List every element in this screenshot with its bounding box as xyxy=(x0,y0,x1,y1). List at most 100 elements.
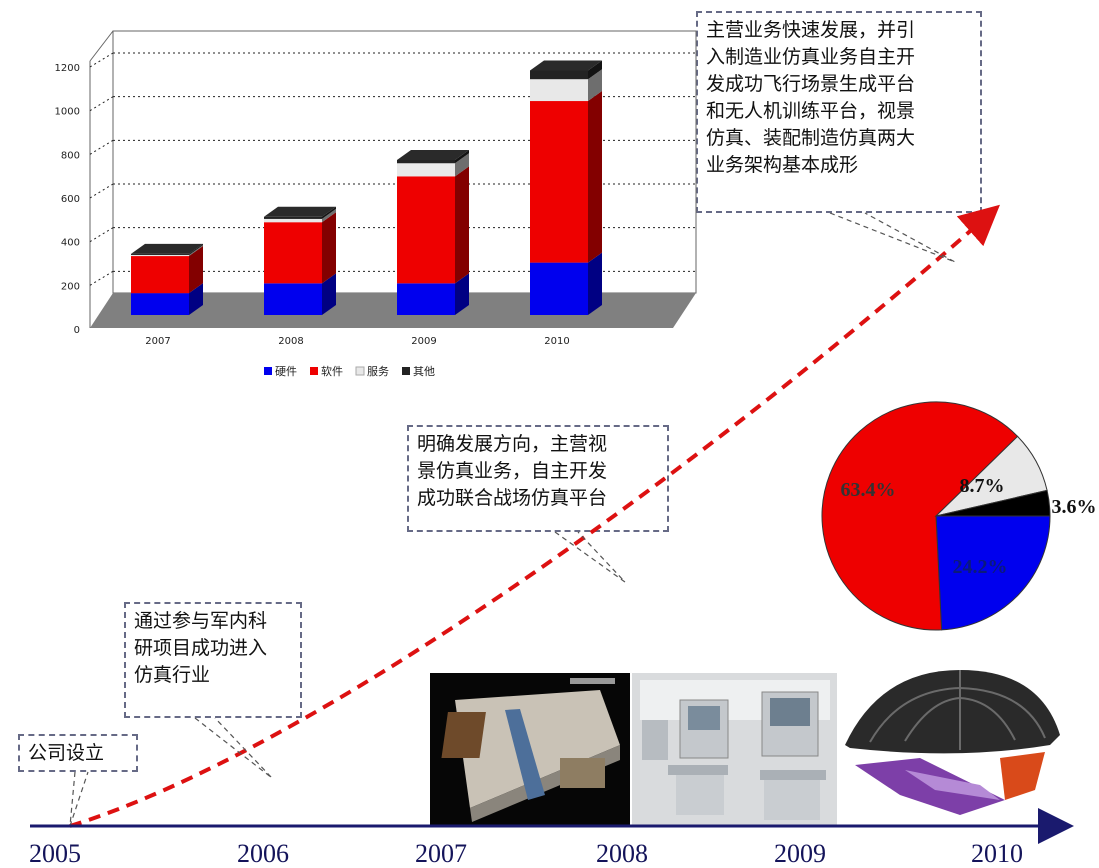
y-tick-label: 200 xyxy=(61,281,80,292)
legend-label: 硬件 xyxy=(275,365,297,378)
bar-segment-软件 xyxy=(131,256,189,294)
pie-slice xyxy=(935,515,1051,631)
bar-segment-软件 xyxy=(397,176,455,284)
bar-side-硬件 xyxy=(322,273,336,315)
timeline-year-label: 2005 xyxy=(29,839,81,868)
bar-segment-服务 xyxy=(397,163,455,177)
legend-swatch xyxy=(402,367,410,375)
callout-direction-line: 明确发展方向，主营视 xyxy=(417,433,608,455)
pie-slice-label: 8.7% xyxy=(960,475,1005,497)
pie-slice xyxy=(935,489,1051,517)
chart-y-ticks: 0 200 400 600 800 1000 1200 xyxy=(55,63,80,336)
bar-segment-服务 xyxy=(131,254,189,257)
chart-gridlines xyxy=(89,52,696,286)
bar-segment-其他 xyxy=(397,159,455,164)
legend-label: 其他 xyxy=(413,365,435,378)
chart-back-wall xyxy=(90,31,696,61)
bar-side-硬件 xyxy=(189,283,203,315)
bar-top xyxy=(530,60,602,71)
pie-slice-label: 3.6% xyxy=(1052,496,1097,518)
y-tick-label: 0 xyxy=(74,325,80,336)
bar-side-服务 xyxy=(588,69,602,102)
x-tick-label: 2007 xyxy=(145,336,170,347)
pie-slice xyxy=(821,401,1019,631)
timeline-year-label: 2006 xyxy=(237,839,289,868)
callout-growth-line: 仿真、装配制造仿真两大 xyxy=(706,127,916,149)
legend-label: 软件 xyxy=(321,364,343,378)
bar-segment-硬件 xyxy=(530,262,588,315)
gridline-side xyxy=(89,139,114,155)
bar-side-其他 xyxy=(189,243,203,255)
photo-dome-simulator xyxy=(845,670,1060,815)
legend-label: 服务 xyxy=(367,365,389,378)
callout-growth-line: 业务架构基本成形 xyxy=(706,154,859,176)
legend-swatch xyxy=(310,367,318,375)
bar-side-其他 xyxy=(322,206,336,219)
bar-segment-硬件 xyxy=(131,293,189,315)
bar-side-服务 xyxy=(455,153,469,177)
bar-side-其他 xyxy=(588,60,602,80)
photo-simulation-room-plan xyxy=(430,673,630,826)
gridline-side xyxy=(89,183,114,199)
bar-segment-硬件 xyxy=(264,283,322,315)
bar-side-软件 xyxy=(322,212,336,284)
bar-side-其他 xyxy=(455,149,469,164)
bar-top xyxy=(131,243,203,254)
y-tick-label: 600 xyxy=(61,194,80,205)
x-tick-label: 2010 xyxy=(544,336,569,347)
pie-slice-label: 63.4% xyxy=(841,479,896,501)
y-tick-label: 800 xyxy=(61,150,80,161)
bar-side-硬件 xyxy=(588,252,602,315)
bar-top xyxy=(397,149,469,160)
gridline-side xyxy=(89,270,114,286)
callout-direction-line: 景仿真业务，自主开发 xyxy=(417,460,608,482)
callout-founding: 公司设立 xyxy=(18,734,138,772)
bar-side-软件 xyxy=(189,246,203,294)
bar-segment-硬件 xyxy=(397,283,455,315)
chart-back-panel xyxy=(112,30,697,294)
timeline-year-label: 2009 xyxy=(774,839,826,868)
timeline-year-label: 2007 xyxy=(415,839,467,868)
chart-floor xyxy=(90,293,696,328)
bar-side-软件 xyxy=(588,91,602,263)
stacked-bar-chart: 0 200 400 600 800 1000 1200 2007 2008 2009 2010 硬… xyxy=(55,30,697,378)
x-tick-label: 2009 xyxy=(411,336,436,347)
callout-founding-text: 公司设立 xyxy=(28,742,105,764)
bar-segment-软件 xyxy=(530,101,588,263)
bar-side-服务 xyxy=(322,208,336,223)
gridline-side xyxy=(89,227,114,243)
photo-control-consoles xyxy=(632,673,837,826)
legend-swatch xyxy=(355,366,365,376)
callout-growth: 主营业务快速发展，并引 入制造业仿真业务自主开 发成功飞行场景生成平台 和无人机… xyxy=(696,11,982,213)
bar-top xyxy=(264,206,336,217)
bar-side-服务 xyxy=(189,244,203,257)
bar-side-软件 xyxy=(455,166,469,284)
bar-segment-其他 xyxy=(131,253,189,255)
chart-side-edge xyxy=(89,30,114,62)
pie-chart: 63.4% 8.7% 3.6% 24.2% xyxy=(821,401,1097,631)
bar-segment-其他 xyxy=(530,70,588,80)
bar-segment-软件 xyxy=(264,222,322,284)
pie-slice xyxy=(934,435,1048,517)
callout-direction-line: 成功联合战场仿真平台 xyxy=(417,487,608,509)
chart-legend: 硬件 软件 服务 其他 xyxy=(264,364,435,378)
gridline-side xyxy=(89,96,114,112)
timeline-year-label: 2010 xyxy=(971,839,1023,868)
callout-growth-line: 主营业务快速发展，并引 xyxy=(706,19,916,41)
callout-entry-line: 通过参与军内科 xyxy=(134,610,268,632)
callout-entry: 通过参与军内科 研项目成功进入 仿真行业 xyxy=(124,602,302,718)
callout-growth-line: 发成功飞行场景生成平台 xyxy=(706,73,916,95)
callout-entry-line: 仿真行业 xyxy=(134,664,211,686)
x-tick-label: 2008 xyxy=(278,336,303,347)
bar-side-硬件 xyxy=(455,273,469,315)
timeline-year-label: 2008 xyxy=(596,839,648,868)
callout-growth-line: 入制造业仿真业务自主开 xyxy=(706,46,916,68)
chart-bars xyxy=(131,60,602,315)
gridline-side xyxy=(89,52,114,68)
callout-entry-line: 研项目成功进入 xyxy=(134,637,268,659)
chart-x-ticks: 2007 2008 2009 2010 xyxy=(145,336,569,347)
y-tick-label: 1200 xyxy=(55,63,80,74)
y-tick-label: 400 xyxy=(61,238,80,249)
callout-growth-line: 和无人机训练平台，视景 xyxy=(706,100,916,122)
